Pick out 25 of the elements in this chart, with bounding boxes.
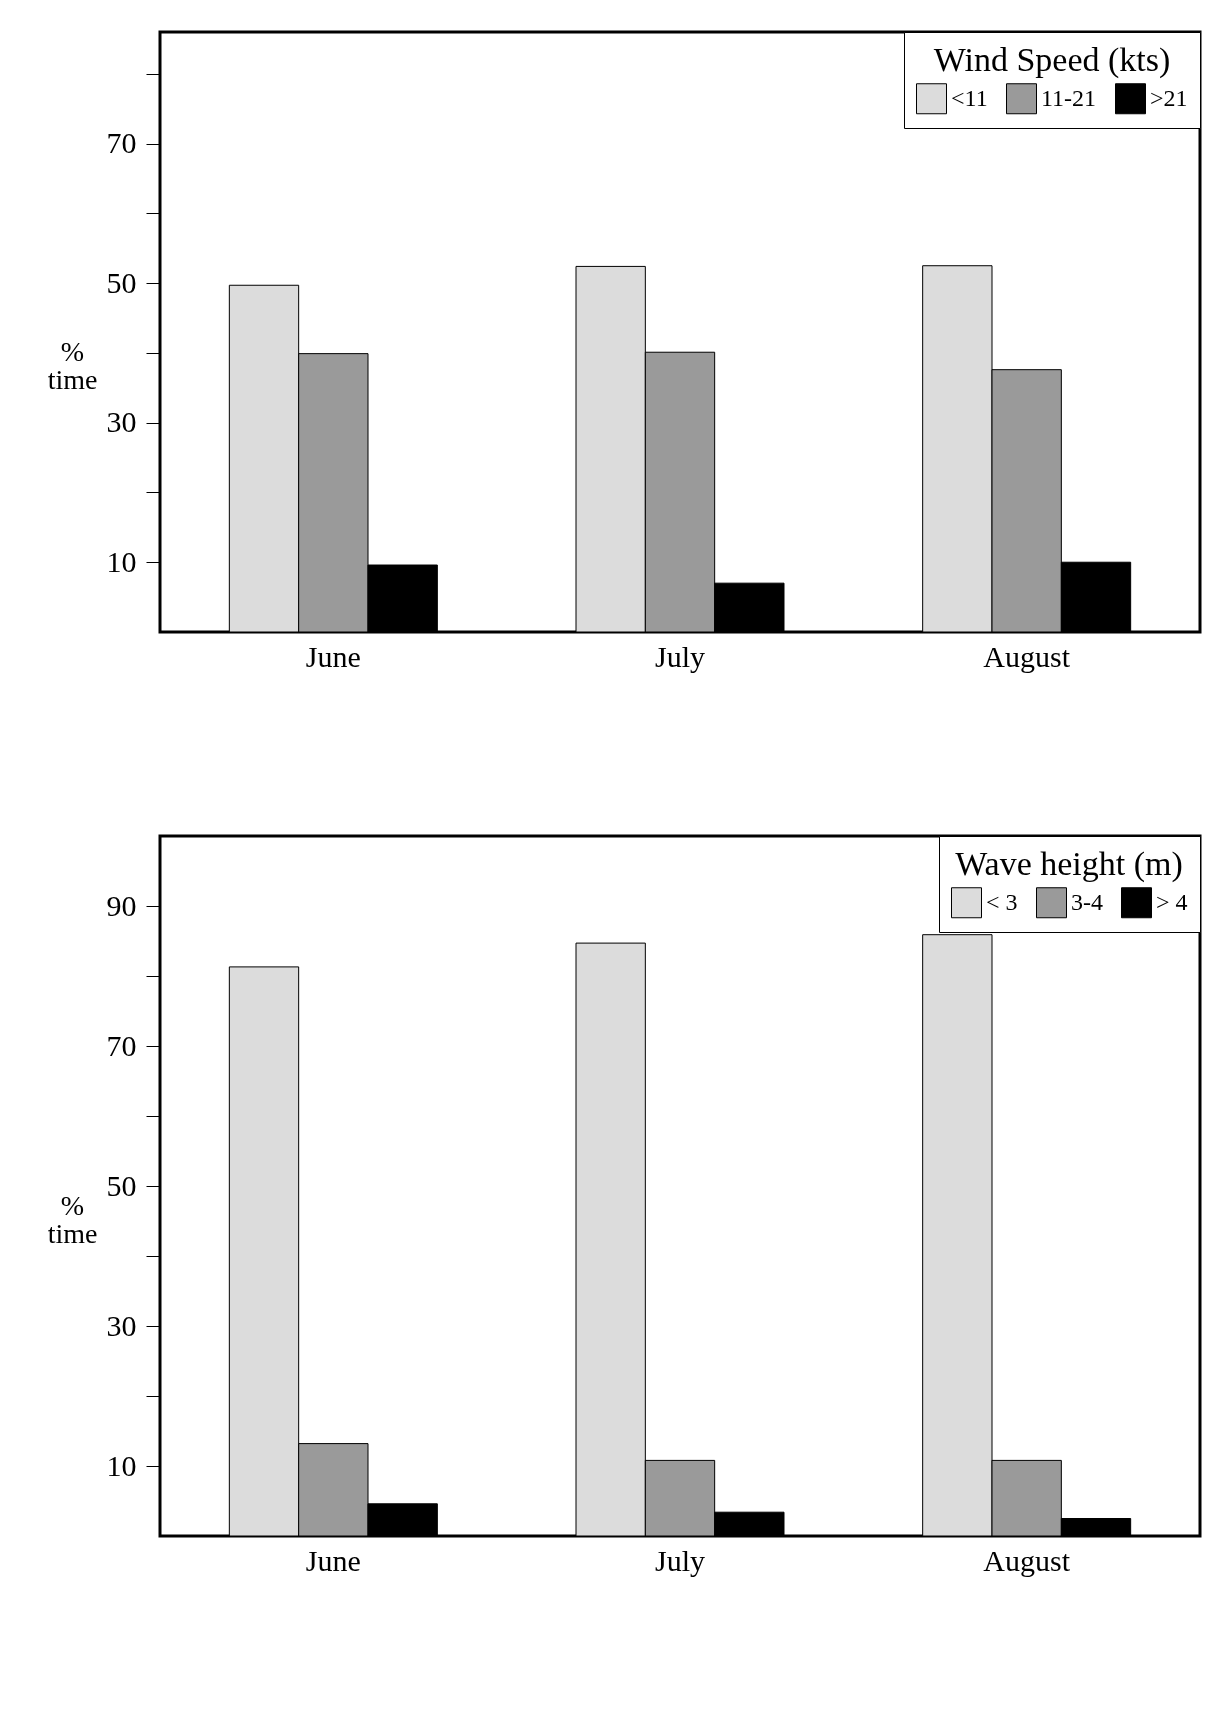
y-axis-title: % time [47, 335, 98, 395]
legend-title: Wave height (m) [955, 845, 1183, 883]
y-tick-label: 70 [106, 126, 137, 160]
legend-label: 11-21 [1041, 84, 1097, 111]
y-tick-label: 30 [106, 405, 137, 439]
legend-title: Wind Speed (kts) [933, 41, 1171, 79]
legend-label: 3-4 [1071, 888, 1103, 915]
legend-label: > 4 [1156, 888, 1188, 915]
x-tick-label: June [305, 1543, 361, 1577]
legend-label: <11 [951, 84, 988, 111]
y-tick-label: 50 [106, 1168, 137, 1202]
x-tick-label: August [983, 1543, 1071, 1577]
y-tick-label: 10 [106, 1448, 137, 1482]
x-tick-label: July [654, 1543, 706, 1577]
x-tick-label: August [983, 639, 1071, 673]
y-tick-label: 50 [106, 265, 137, 299]
y-tick-label: 10 [106, 544, 137, 578]
y-axis-title: % time [47, 1189, 98, 1249]
y-tick-label: 30 [106, 1308, 137, 1342]
legend-label: < 3 [986, 888, 1018, 915]
legend-label: >21 [1150, 84, 1188, 111]
y-tick-label: 70 [106, 1028, 137, 1062]
x-tick-label: July [654, 639, 706, 673]
x-tick-label: June [305, 639, 361, 673]
y-tick-label: 90 [106, 888, 137, 922]
